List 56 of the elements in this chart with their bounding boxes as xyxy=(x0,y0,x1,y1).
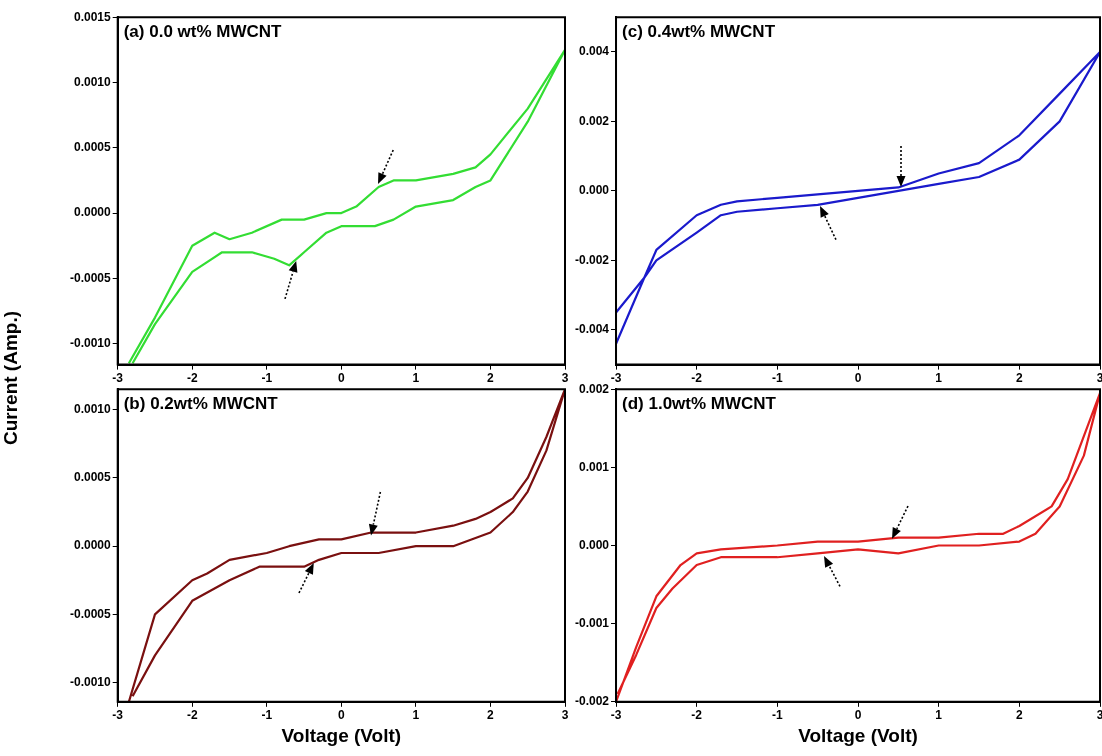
x-tick-label: 0 xyxy=(854,371,862,386)
x-tick-label: -2 xyxy=(186,371,198,386)
y-tick-label: -0.004 xyxy=(574,322,610,337)
x-tick-label: 0 xyxy=(338,371,346,386)
y-tick-label: 0.002 xyxy=(578,113,610,128)
y-tick-label: -0.0005 xyxy=(70,270,112,285)
y-tick-label: -0.0005 xyxy=(70,606,112,621)
chart-title: (d) 1.0wt% MWCNT xyxy=(622,394,777,414)
x-tick-label: -1 xyxy=(261,371,273,386)
y-tick-label: 0.000 xyxy=(578,537,610,552)
y-tick-label: 0.000 xyxy=(578,183,610,198)
x-axis-title: Voltage (Volt) xyxy=(798,724,918,746)
y-tick-label: 0.0005 xyxy=(74,140,112,155)
x-tick-label: 2 xyxy=(487,708,495,723)
y-tick-label: -0.001 xyxy=(574,615,610,630)
y-tick-label: 0.0010 xyxy=(74,74,112,89)
x-tick-label: 1 xyxy=(935,708,943,723)
x-tick-label: -1 xyxy=(772,708,784,723)
chart-title: (c) 0.4wt% MWCNT xyxy=(622,22,776,42)
y-tick-label: 0.0000 xyxy=(74,205,112,220)
y-tick-label: -0.002 xyxy=(574,252,610,267)
y-tick-label: 0.0000 xyxy=(74,538,112,553)
x-tick-label: 3 xyxy=(1096,708,1102,723)
x-tick-label: -2 xyxy=(691,371,703,386)
x-tick-label: -3 xyxy=(610,371,622,386)
y-tick-label: 0.0005 xyxy=(74,470,112,485)
chart-title: (a) 0.0 wt% MWCNT xyxy=(123,22,283,42)
y-tick-label: 0.002 xyxy=(578,381,610,396)
x-tick-label: -3 xyxy=(610,708,622,723)
x-tick-label: 3 xyxy=(561,708,569,723)
x-tick-label: -1 xyxy=(772,371,784,386)
x-tick-label: 1 xyxy=(412,708,420,723)
y-tick-label: 0.0010 xyxy=(74,401,112,416)
x-tick-label: -2 xyxy=(691,708,703,723)
x-tick-label: 0 xyxy=(338,708,346,723)
x-tick-label: 1 xyxy=(935,371,943,386)
x-tick-label: 1 xyxy=(412,371,420,386)
x-tick-label: 2 xyxy=(1015,371,1023,386)
x-tick-label: 0 xyxy=(854,708,862,723)
x-tick-label: -3 xyxy=(112,371,124,386)
x-tick-label: 2 xyxy=(487,371,495,386)
y-tick-label: -0.002 xyxy=(574,694,610,709)
y-tick-label: -0.0010 xyxy=(70,675,112,689)
x-tick-label: 2 xyxy=(1015,708,1023,723)
y-tick-label: 0.0015 xyxy=(74,9,112,24)
x-tick-label: 3 xyxy=(1096,371,1102,386)
y-tick-label: 0.001 xyxy=(578,459,610,474)
x-axis-title: Voltage (Volt) xyxy=(281,724,402,746)
chart-title: (b) 0.2wt% MWCNT xyxy=(123,394,279,414)
x-tick-label: -2 xyxy=(186,708,198,723)
y-tick-label: -0.0010 xyxy=(70,336,112,351)
x-tick-label: -1 xyxy=(261,708,273,723)
x-tick-label: -3 xyxy=(112,708,124,723)
y-tick-label: 0.004 xyxy=(578,44,610,59)
y-axis-title: Current (Amp.) xyxy=(0,310,22,446)
x-tick-label: 3 xyxy=(561,371,569,386)
